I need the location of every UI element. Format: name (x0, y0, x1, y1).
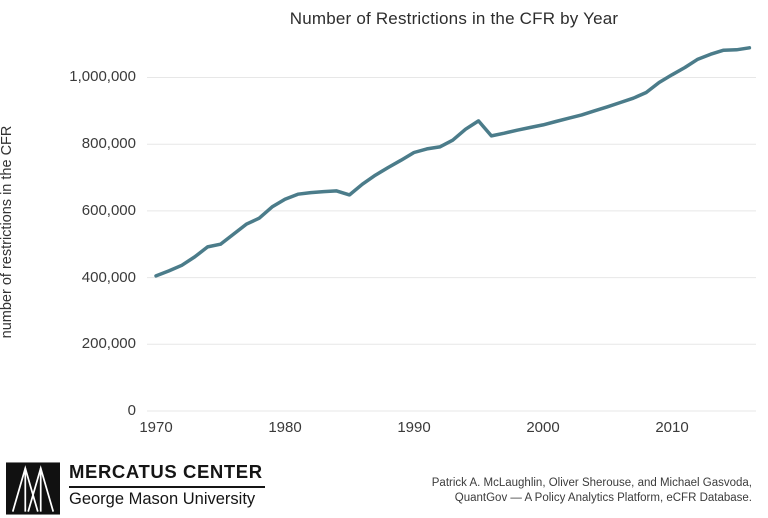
y-tick-label: 800,000 (81, 135, 136, 152)
x-tick-label: 2000 (526, 419, 560, 436)
y-tick-label: 200,000 (81, 335, 136, 352)
logo-org-name: MERCATUS CENTER (69, 461, 263, 482)
logo-divider (69, 486, 265, 488)
source-credits: Patrick A. McLaughlin, Oliver Sherouse, … (432, 476, 752, 505)
y-tick-label: 1,000,000 (69, 68, 136, 85)
logo-university-name: George Mason University (69, 490, 256, 508)
y-tick-label: 0 (127, 402, 136, 419)
credit-authors: Patrick A. McLaughlin, Oliver Sherouse, … (431, 477, 752, 489)
x-tick-label: 1970 (139, 419, 173, 436)
x-tick-label: 1980 (268, 419, 302, 436)
x-tick-label: 1990 (397, 419, 431, 436)
credit-source: QuantGov — A Policy Analytics Platform, … (454, 491, 752, 504)
chart-title: Number of Restrictions in the CFR by Yea… (289, 9, 619, 28)
trend-line (154, 46, 752, 278)
y-tick-label: 600,000 (81, 202, 136, 219)
mercatus-logo-text: MERCATUS CENTER George Mason University (69, 461, 269, 509)
y-tick-label: 400,000 (81, 269, 136, 286)
mercatus-logo-icon (6, 462, 60, 515)
x-tick-label: 2010 (655, 419, 689, 436)
